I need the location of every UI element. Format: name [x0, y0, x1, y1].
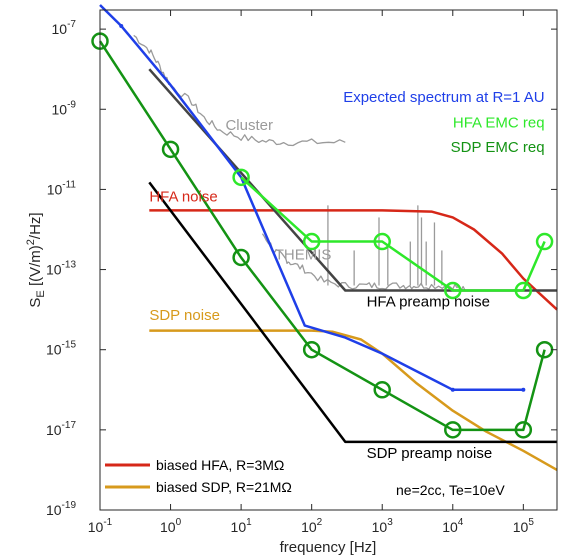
series-marker-sdp_emc	[514, 421, 533, 439]
annotation-5: SDP preamp noise	[367, 445, 493, 462]
annotation-8: SDP EMC req	[451, 139, 545, 156]
series-marker-hfa_emc	[535, 232, 554, 251]
y-tick-label: 10-13	[46, 260, 76, 278]
x-tick-label: 100	[160, 517, 182, 535]
plot-frame	[99, 9, 558, 511]
series-marker-hfa_emc	[302, 232, 321, 251]
annotation-1: THEMIS	[275, 246, 332, 263]
y-tick-label: 10-9	[52, 99, 77, 117]
series-marker-sdp_emc	[302, 340, 321, 359]
series-line-hfa_noise	[149, 209, 558, 311]
x-tick-label: 102	[301, 517, 323, 535]
series-layer	[91, 4, 558, 471]
series-marker-hfa_emc	[514, 281, 533, 300]
series-line-sdp_noise	[149, 329, 558, 471]
y-tick-label: 10-15	[46, 340, 76, 358]
legend-label-sdp: biased SDP, R=21MΩ	[156, 479, 292, 495]
series-marker-sdp_emc	[232, 248, 250, 267]
annotation-layer: Cluster THEMIS HFA noise SDP noise HFA pream…	[149, 89, 544, 462]
series-line-expected	[99, 4, 524, 392]
series-point-expected	[450, 387, 455, 392]
x-tick-label: 105	[513, 517, 535, 535]
series-line-sdp_emc	[98, 40, 546, 432]
axis-ticks: 10-1 100 101 102 103 104 105 10-19 10-17 10-15 10-…	[46, 10, 557, 535]
x-axis-label: frequency [Hz]	[280, 539, 377, 556]
series-line-sdp_preamp	[148, 181, 557, 444]
series-marker-sdp_emc	[444, 421, 462, 439]
legend-label-hfa: biased HFA, R=3MΩ	[156, 457, 284, 473]
y-tick-label: 10-7	[52, 19, 77, 37]
annotation-6: Expected spectrum at R=1 AU	[343, 89, 544, 106]
series-line-hfa_emc	[240, 176, 546, 292]
y-tick-label: 10-11	[47, 179, 77, 197]
annotation-3: SDP noise	[149, 307, 220, 324]
annotation-4: HFA preamp noise	[367, 293, 490, 310]
annotation-7: HFA EMC req	[453, 115, 545, 132]
series-marker-sdp_emc	[161, 140, 180, 159]
series-line-themis	[261, 233, 466, 291]
y-axis-label: SE [(V/m)2/Hz]	[25, 212, 47, 307]
x-tick-label: 10-1	[88, 517, 113, 535]
y-tick-label: 10-19	[46, 500, 76, 518]
series-marker-hfa_emc	[373, 232, 391, 251]
series-line-cluster	[133, 34, 346, 147]
annotation-2: HFA noise	[149, 188, 217, 205]
annotation-0: Cluster	[225, 117, 273, 134]
legend: biased HFA, R=3MΩ biased SDP, R=21MΩ ne=…	[105, 457, 505, 498]
x-tick-label: 103	[372, 517, 394, 535]
x-tick-label: 104	[442, 517, 464, 535]
series-marker-hfa_emc	[444, 281, 462, 300]
y-tick-label: 10-17	[46, 420, 76, 438]
x-tick-label: 101	[231, 517, 253, 535]
series-marker-sdp_emc	[373, 381, 391, 399]
plasma-parameters-note: ne=2cc, Te=10eV	[396, 482, 505, 498]
series-marker-hfa_emc	[232, 168, 250, 187]
series-point-expected	[119, 23, 124, 28]
series-point-expected	[521, 387, 526, 392]
